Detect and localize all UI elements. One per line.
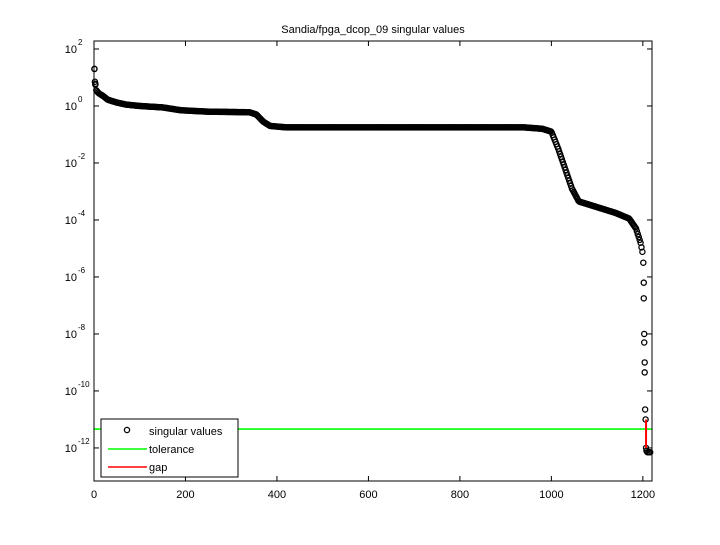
legend-label: gap [149, 462, 167, 474]
x-tick-label: 400 [268, 489, 286, 501]
y-tick-exponent: 0 [78, 95, 83, 104]
y-tick-label: 10 [65, 215, 77, 227]
axes: 0 200 400 600 800 1000 120010210010-210-410-61… [65, 38, 655, 501]
singular-value-marker [639, 248, 646, 256]
singular-value-marker [641, 406, 649, 413]
x-tick-label: 1200 [631, 489, 655, 501]
singular-value-marker [640, 295, 648, 302]
y-tick-exponent: -2 [78, 152, 86, 161]
singular-value-marker [646, 448, 654, 456]
x-tick-label: 800 [451, 489, 469, 501]
singular-value-marker [640, 330, 648, 338]
plot-frame [93, 40, 653, 482]
singular-value-marker [640, 259, 647, 266]
singular-value-marker [636, 236, 643, 244]
y-tick-exponent: -4 [78, 209, 86, 218]
y-tick-label: 10 [65, 272, 77, 284]
singular-value-marker [632, 225, 640, 232]
y-tick-label: 10 [65, 44, 77, 56]
y-tick-label: 10 [65, 443, 77, 455]
y-tick-exponent: -8 [78, 323, 86, 332]
legend-label: tolerance [149, 444, 194, 456]
x-tick-label: 0 [91, 489, 97, 501]
y-tick-label: 10 [65, 386, 77, 398]
legend-marker-circle-icon [123, 426, 131, 434]
y-tick-label: 10 [65, 158, 77, 170]
singular-values-markers [91, 65, 654, 456]
legend-label: singular values [149, 426, 223, 438]
legend: singular values tolerance gap [100, 418, 239, 478]
singular-value-marker [641, 369, 648, 376]
singular-value-marker [92, 80, 99, 88]
singular-value-marker [640, 339, 648, 346]
y-tick-exponent: -6 [78, 266, 86, 275]
y-tick-exponent: -10 [78, 380, 90, 389]
singular-value-marker [635, 233, 642, 241]
singular-value-marker [641, 359, 648, 366]
y-tick-label: 10 [65, 101, 77, 113]
y-tick-exponent: -12 [78, 437, 90, 446]
singular-value-marker [640, 279, 648, 286]
x-tick-label: 1000 [539, 489, 563, 501]
x-tick-label: 200 [176, 489, 194, 501]
y-tick-label: 10 [65, 329, 77, 341]
y-tick-exponent: 2 [78, 38, 83, 47]
singular-value-marker [633, 228, 641, 235]
chart-title: Sandia/fpga_dcop_09 singular values [281, 24, 465, 36]
x-tick-label: 600 [359, 489, 377, 501]
singular-value-marker [634, 230, 642, 238]
